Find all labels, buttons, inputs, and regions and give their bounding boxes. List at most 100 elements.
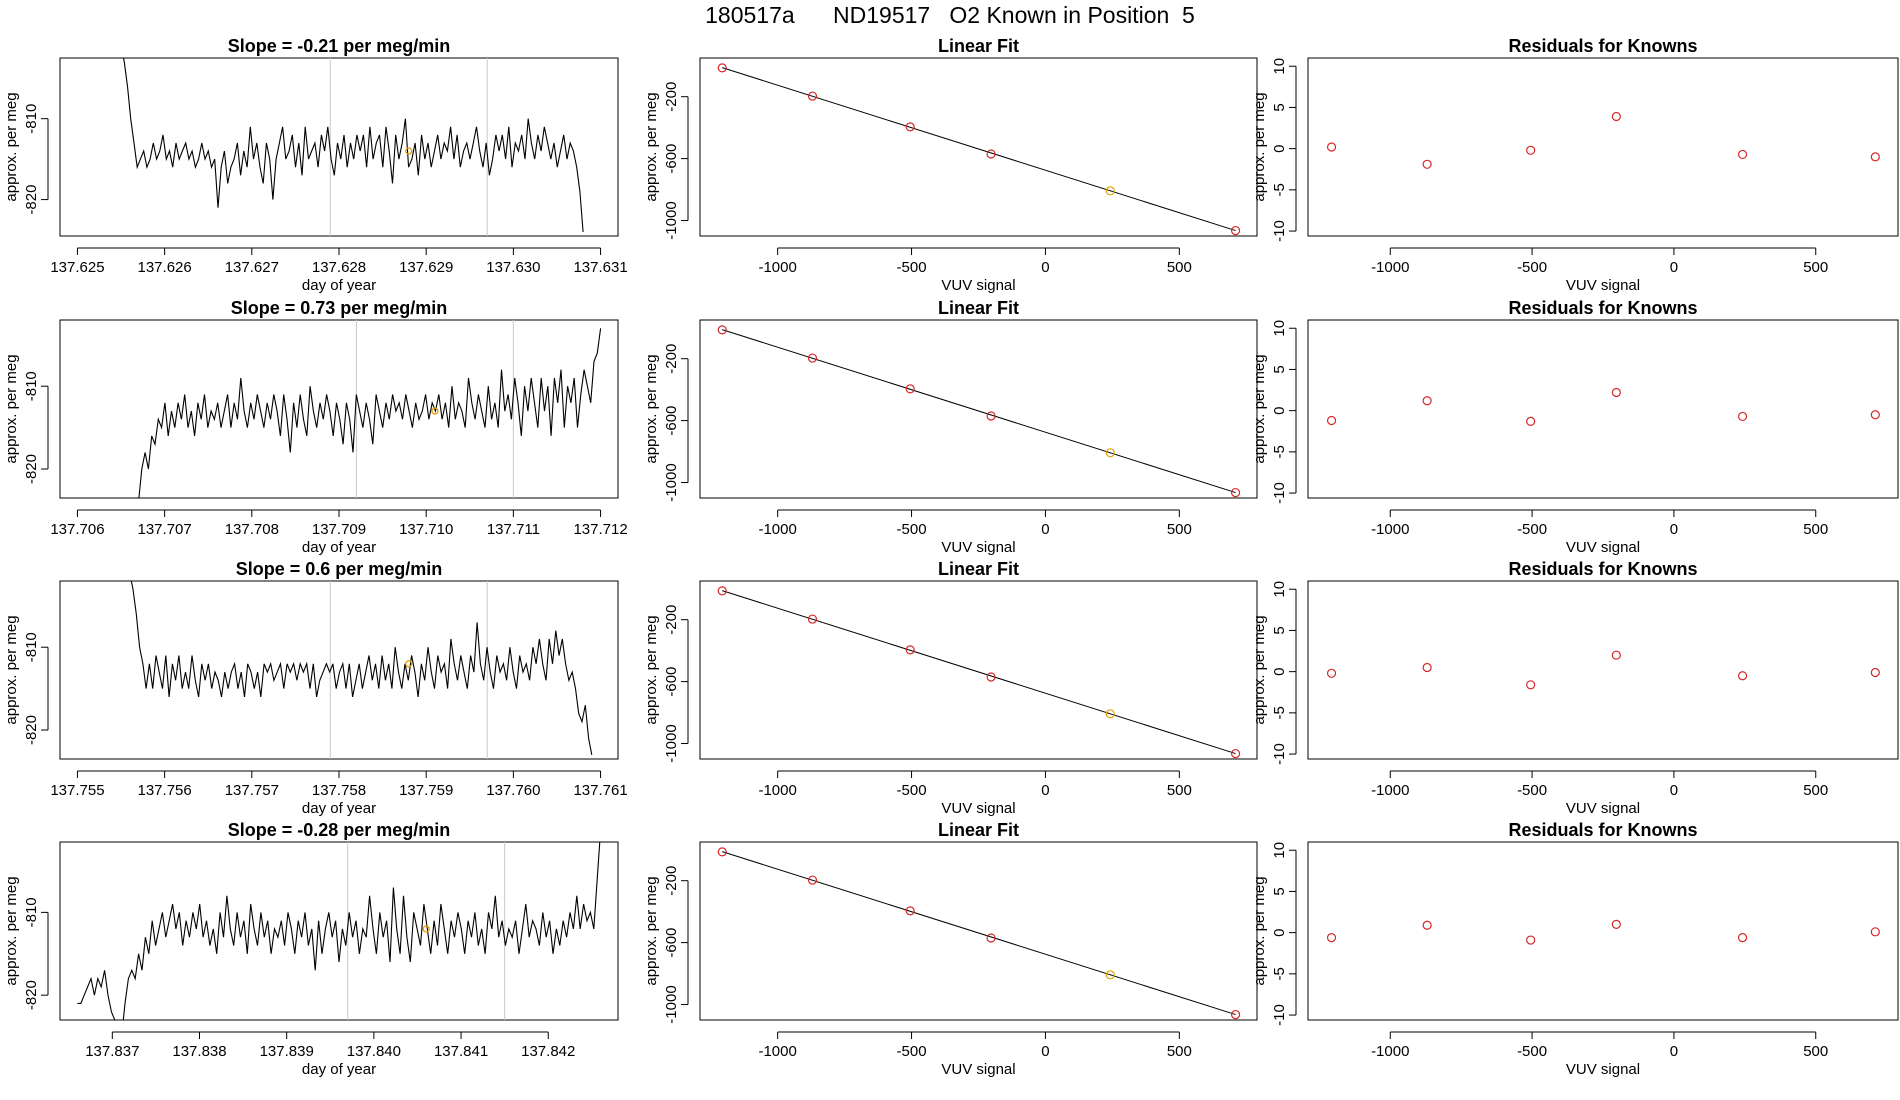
data-point [1422, 159, 1432, 169]
data-point [986, 933, 996, 943]
x-axis-label: VUV signal [941, 539, 1015, 556]
x-tick-label: -1000 [758, 1043, 796, 1060]
y-tick-label: -5 [1271, 183, 1288, 196]
plot-frame [699, 841, 1258, 1021]
panel-3-2: Linear Fit -1000 -500 0 500 VUV signal -200 -60… [643, 559, 1258, 817]
data-point [1611, 650, 1621, 660]
panel-1-1: Slope = -0.21 per meg/min 137.625 137.626 1… [3, 36, 628, 294]
x-tick-label: -500 [1517, 259, 1547, 276]
panel-title: Slope = -0.28 per meg/min [228, 820, 451, 840]
panel-title: Linear Fit [938, 36, 1019, 56]
y-axis-label: approx. per meg [3, 876, 20, 985]
y-axis-label: approx. per meg [1251, 354, 1268, 463]
x-tick-label: -500 [1517, 782, 1547, 799]
data-point [1870, 927, 1880, 937]
x-tick-label: -1000 [1371, 782, 1409, 799]
y-axis-label: approx. per meg [1251, 876, 1268, 985]
x-tick-label: -1000 [1371, 521, 1409, 538]
x-tick-label: 137.627 [225, 259, 279, 276]
data-point [1870, 667, 1880, 678]
data-point [1326, 668, 1337, 678]
x-tick-label: -500 [1517, 521, 1547, 538]
y-tick-label: -810 [23, 897, 40, 927]
x-axis-label: VUV signal [941, 800, 1015, 817]
data-point [1526, 145, 1536, 155]
x-tick-label: 500 [1803, 1043, 1828, 1060]
x-tick-label: 137.758 [312, 782, 366, 799]
y-tick-label: 0 [1271, 406, 1288, 414]
panel-title: Slope = 0.73 per meg/min [231, 298, 448, 318]
plot-frame [59, 841, 619, 1021]
data-point [1105, 970, 1115, 980]
x-tick-label: 0 [1041, 259, 1049, 276]
panel-title: Residuals for Knowns [1508, 820, 1697, 840]
data-point [1326, 415, 1337, 426]
x-tick-label: 500 [1803, 521, 1828, 538]
panel-title: Linear Fit [938, 559, 1019, 579]
x-tick-label: 137.759 [399, 782, 453, 799]
panel-title: Slope = -0.21 per meg/min [228, 36, 451, 56]
panel-3-3: Residuals for Knowns -1000 -500 0 500 VUV sig… [1251, 559, 1899, 817]
x-tick-label: 137.709 [312, 521, 366, 538]
data-point [1422, 662, 1432, 673]
data-point [1870, 410, 1880, 420]
x-tick-label: -500 [897, 782, 927, 799]
data-point [1326, 932, 1337, 943]
data-point [717, 325, 727, 335]
x-tick-label: -1000 [1371, 259, 1409, 276]
y-tick-label: 10 [1271, 581, 1288, 598]
panel-title: Residuals for Knowns [1508, 559, 1697, 579]
y-tick-label: -810 [23, 104, 40, 134]
data-point [1105, 448, 1115, 458]
y-tick-label: 10 [1271, 320, 1288, 337]
data-point [1611, 111, 1621, 122]
plot-area [717, 586, 1241, 759]
panel-1-3: Residuals for Knowns -1000 -500 0 500 VUV sig… [1251, 36, 1899, 294]
data-point [1526, 935, 1536, 945]
y-axis-label: approx. per meg [643, 876, 660, 985]
y-tick-label: -820 [23, 454, 40, 484]
data-point [1326, 142, 1337, 152]
x-axis-label: VUV signal [1566, 539, 1640, 556]
y-tick-label: 5 [1271, 887, 1288, 895]
y-tick-label: -200 [663, 866, 680, 896]
data-point [1230, 225, 1241, 236]
plot-frame [1307, 319, 1899, 499]
y-tick-label: 0 [1271, 667, 1288, 675]
fit-line [722, 329, 1236, 494]
x-tick-label: 137.761 [573, 782, 627, 799]
x-tick-label: 0 [1041, 521, 1049, 538]
data-point [986, 149, 996, 159]
panel-3-1: Slope = 0.6 per meg/min 137.755 137.756 137… [3, 559, 628, 817]
data-point [905, 122, 915, 132]
plot-area [1326, 111, 1880, 169]
data-point [1611, 919, 1621, 930]
plot-area [122, 58, 584, 236]
series-line [138, 328, 602, 498]
data-point [1230, 487, 1241, 498]
x-tick-label: 137.631 [573, 259, 627, 276]
data-point [1105, 709, 1115, 719]
data-point [1422, 920, 1432, 930]
x-tick-label: 137.708 [225, 521, 279, 538]
data-point [1737, 932, 1748, 943]
x-axis-label: day of year [302, 1061, 376, 1078]
y-tick-label: -200 [663, 82, 680, 112]
panel-title: Linear Fit [938, 298, 1019, 318]
panel-2-1: Slope = 0.73 per meg/min 137.706 137.707 13… [3, 298, 628, 556]
y-tick-label: -810 [23, 371, 40, 401]
data-point [905, 645, 915, 655]
x-tick-label: 500 [1167, 1043, 1192, 1060]
y-tick-label: -820 [23, 715, 40, 745]
plot-area [1326, 387, 1880, 426]
y-axis-label: approx. per meg [1251, 92, 1268, 201]
x-axis-label: VUV signal [941, 277, 1015, 294]
series-line [77, 842, 601, 1020]
series-line [130, 581, 593, 756]
data-point [986, 672, 996, 682]
panel-4-1: Slope = -0.28 per meg/min 137.837 137.838 1… [3, 820, 619, 1078]
highlight-point [431, 407, 439, 415]
x-axis-label: VUV signal [1566, 1061, 1640, 1078]
data-point [1526, 416, 1536, 426]
plot-frame [1307, 57, 1899, 237]
